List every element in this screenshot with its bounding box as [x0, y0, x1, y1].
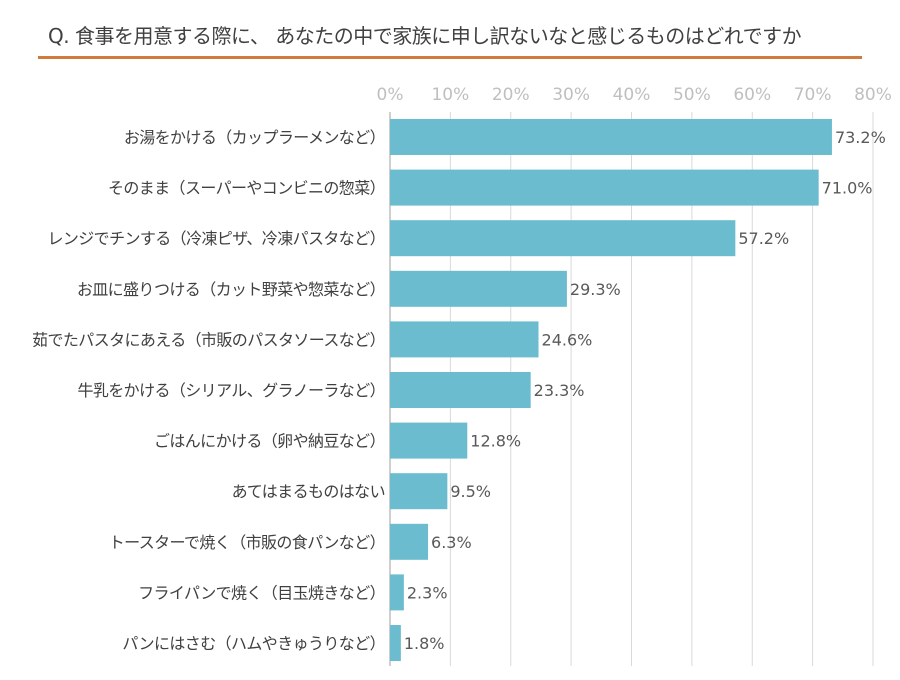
category-label: あてはまるものはない [232, 482, 385, 501]
bar [390, 625, 401, 661]
x-tick-label: 80% [854, 85, 892, 105]
category-label: レンジでチンする（冷凍ピザ、冷凍パスタなど） [47, 229, 385, 248]
category-label: 牛乳をかける（シリアル、グラノーラなど） [77, 381, 385, 400]
x-tick-label: 50% [673, 85, 711, 105]
bar [390, 220, 736, 257]
title-underline [38, 56, 862, 59]
category-label: 茹でたパスタにあえる（市販のパスタソースなど） [32, 330, 385, 349]
data-label: 6.3% [431, 533, 472, 552]
category-label: フライパンで焼く（目玉焼きなど） [138, 583, 385, 602]
bar [390, 119, 832, 155]
data-label: 29.3% [570, 280, 621, 299]
x-tick-label: 70% [794, 85, 832, 105]
x-tick-label: 20% [492, 85, 530, 105]
bar [390, 422, 468, 459]
bar [390, 270, 567, 307]
chart-title: Q. 食事を用意する際に、 あなたの中で家族に申し訳ないなと感じるものはどれです… [48, 24, 802, 48]
data-label: 12.8% [470, 432, 521, 451]
data-label: 71.0% [822, 179, 873, 198]
x-tick-label: 10% [431, 85, 469, 105]
bar [390, 523, 429, 560]
x-tick-label: 60% [733, 85, 771, 105]
category-label: パンにはさむ（ハムやきゅうりなど） [122, 634, 385, 653]
data-label: 1.8% [404, 634, 445, 653]
data-label: 73.2% [835, 128, 886, 147]
bar [390, 574, 404, 611]
x-tick-label: 30% [552, 85, 590, 105]
x-tick-label: 40% [613, 85, 651, 105]
data-label: 9.5% [450, 482, 491, 501]
category-label: トースターで焼く（市販の食パンなど） [109, 533, 385, 552]
data-label: 24.6% [542, 330, 593, 349]
category-label: ごはんにかける（卵や納豆など） [154, 432, 385, 451]
x-tick-label: 0% [377, 85, 404, 105]
category-label: お湯をかける（カップラーメンなど） [124, 128, 385, 147]
bar [390, 372, 531, 408]
bar [390, 473, 448, 510]
bar [390, 321, 539, 358]
bar [390, 169, 819, 206]
category-label: お皿に盛りつける（カット野菜や惣菜など） [77, 280, 385, 299]
data-label: 2.3% [407, 583, 448, 602]
data-label: 23.3% [534, 381, 585, 400]
category-label: そのまま（スーパーやコンビニの惣菜） [108, 179, 385, 198]
data-label: 57.2% [738, 229, 789, 248]
